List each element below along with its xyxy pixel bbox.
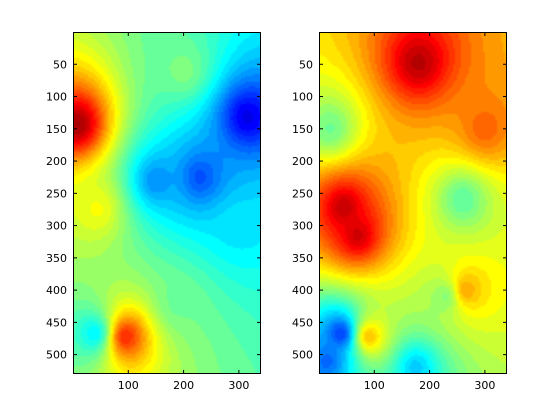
y-tick-label: 150	[46, 123, 67, 136]
y-tick-label: 100	[46, 91, 67, 104]
y-tick-label: 200	[46, 155, 67, 168]
x-tick-label: 300	[474, 379, 495, 392]
heatmap-image	[73, 32, 261, 374]
heatmap-image	[319, 32, 507, 374]
axes-frame	[319, 32, 507, 374]
x-tick-label: 300	[228, 379, 249, 392]
y-tick-label: 250	[46, 187, 67, 200]
y-tick-label: 400	[292, 284, 313, 297]
right-heatmap-panel: 100 200 300 50 100 150 200 250 300 350 400 450 500	[292, 32, 507, 392]
y-tick-label: 250	[292, 187, 313, 200]
y-tick-label: 450	[292, 316, 313, 329]
y-tick-label: 400	[46, 284, 67, 297]
axes-frame	[73, 32, 261, 374]
x-tick-label: 200	[419, 379, 440, 392]
y-tick-label: 450	[46, 316, 67, 329]
y-tick-label: 100	[292, 91, 313, 104]
y-tick-label: 300	[292, 220, 313, 233]
y-tick-label: 350	[292, 252, 313, 265]
y-tick-label: 50	[53, 58, 67, 71]
left-heatmap-panel: 100 200 300 50 100 150 200 250 300 350 400 450 500	[46, 32, 261, 392]
y-tick-label: 500	[292, 349, 313, 362]
y-tick-label: 150	[292, 123, 313, 136]
y-tick-label: 200	[292, 155, 313, 168]
y-tick-label: 500	[46, 349, 67, 362]
x-tick-label: 100	[118, 379, 139, 392]
y-tick-label: 50	[299, 58, 313, 71]
y-tick-label: 350	[46, 252, 67, 265]
x-tick-label: 200	[173, 379, 194, 392]
x-tick-label: 100	[364, 379, 385, 392]
y-tick-label: 300	[46, 220, 67, 233]
